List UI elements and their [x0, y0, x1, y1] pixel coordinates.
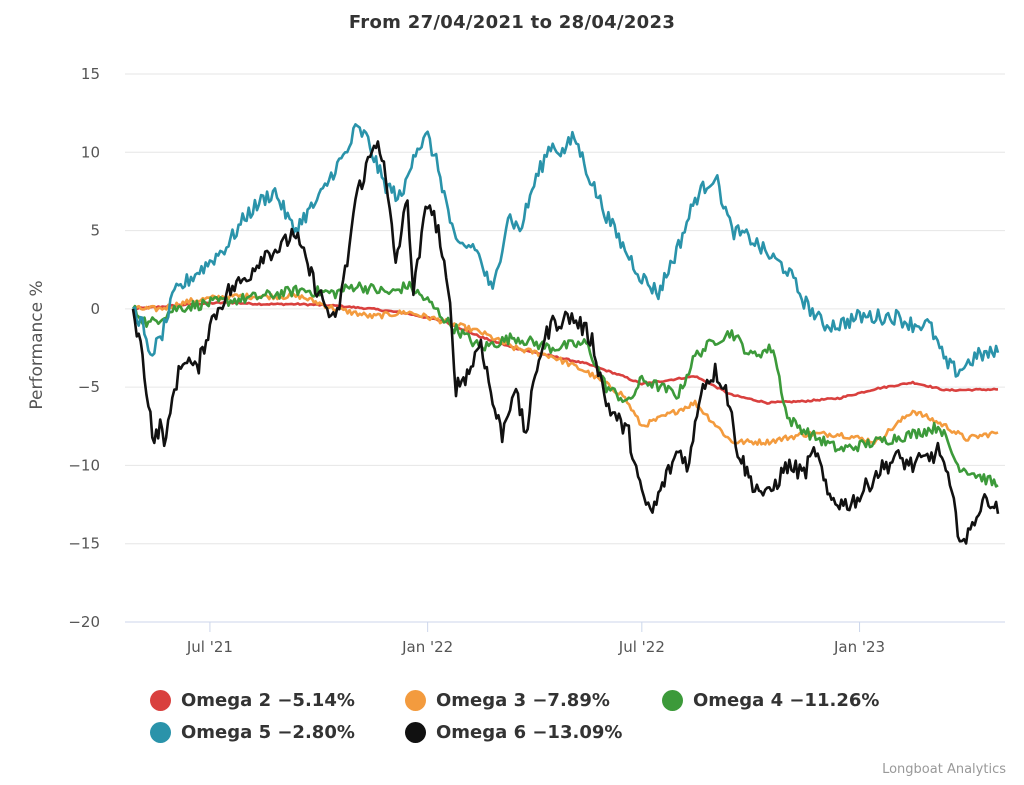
series-line-omega-4[interactable]	[131, 280, 999, 488]
legend-dot-icon	[405, 690, 426, 711]
y-axis-label: Performance %	[27, 280, 47, 409]
y-tick-label: 10	[81, 143, 100, 161]
series-lines	[131, 123, 1000, 545]
x-tick-label: Jul '21	[186, 638, 233, 656]
series-line-omega-3[interactable]	[132, 292, 999, 446]
y-tick-label: 5	[90, 222, 100, 240]
y-tick-label: 0	[90, 300, 100, 318]
legend-dot-icon	[150, 690, 171, 711]
legend-label: Omega 4 −11.26%	[693, 690, 880, 711]
legend-item-omega-6[interactable]: Omega 6 −13.09%	[405, 722, 622, 743]
x-tick-label: Jan '22	[401, 638, 453, 656]
legend-label: Omega 3 −7.89%	[436, 690, 610, 711]
legend-dot-icon	[405, 722, 426, 743]
y-tick-label: −20	[68, 613, 100, 631]
y-tick-label: −10	[68, 456, 100, 474]
legend-item-omega-5[interactable]: Omega 5 −2.80%	[150, 722, 355, 743]
legend-label: Omega 6 −13.09%	[436, 722, 623, 743]
legend-label: Omega 2 −5.14%	[181, 690, 355, 711]
y-tick-label: 15	[81, 65, 100, 83]
legend-item-omega-4[interactable]: Omega 4 −11.26%	[662, 690, 879, 711]
x-axis-ticks: Jul '21 Jan '22 Jul '22 Jan '23	[186, 622, 885, 656]
credits-text[interactable]: Longboat Analytics	[882, 762, 1006, 777]
y-axis-ticks: 15 10 5 0 −5 −10 −15 −20	[68, 65, 100, 631]
legend-dot-icon	[150, 722, 171, 743]
series-line-omega-6[interactable]	[131, 140, 1000, 545]
series-line-omega-2[interactable]	[132, 300, 999, 405]
grid-lines	[125, 73, 1005, 623]
chart-title: From 27/04/2021 to 28/04/2023	[348, 12, 676, 33]
legend-item-omega-2[interactable]: Omega 2 −5.14%	[150, 690, 355, 711]
y-tick-label: −15	[68, 535, 100, 553]
legend-label: Omega 5 −2.80%	[181, 722, 355, 743]
series-line-omega-5[interactable]	[132, 123, 1000, 378]
x-tick-label: Jul '22	[618, 638, 665, 656]
y-tick-label: −5	[78, 378, 100, 396]
x-tick-label: Jan '23	[833, 638, 885, 656]
legend-item-omega-3[interactable]: Omega 3 −7.89%	[405, 690, 610, 711]
legend-dot-icon	[662, 690, 683, 711]
